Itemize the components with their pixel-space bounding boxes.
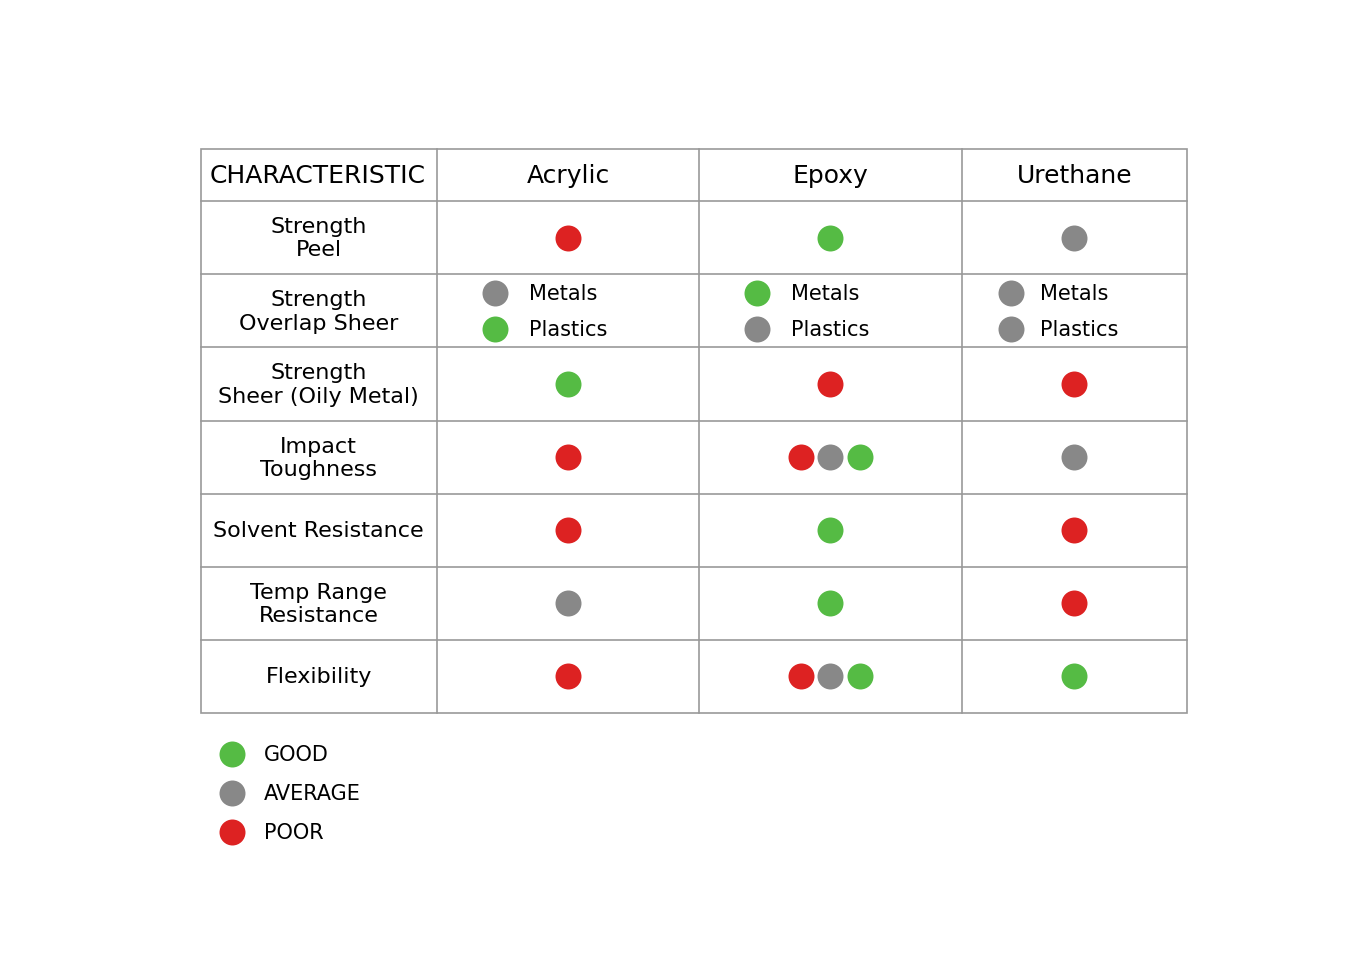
Point xyxy=(849,450,871,465)
Text: Strength
Peel: Strength Peel xyxy=(271,217,367,260)
Point xyxy=(819,377,841,392)
Point xyxy=(1063,596,1085,611)
Text: Plastics: Plastics xyxy=(791,320,869,340)
Point xyxy=(819,231,841,246)
Text: Epoxy: Epoxy xyxy=(792,164,868,188)
Point xyxy=(222,785,244,800)
Point xyxy=(1063,231,1085,246)
Point xyxy=(1063,523,1085,539)
Point xyxy=(791,450,812,465)
Point xyxy=(483,286,505,301)
Text: Plastics: Plastics xyxy=(1040,320,1118,340)
Point xyxy=(791,669,812,684)
Text: Metals: Metals xyxy=(1040,283,1109,303)
Text: Temp Range
Resistance: Temp Range Resistance xyxy=(250,582,387,625)
Text: CHARACTERISTIC: CHARACTERISTIC xyxy=(209,164,425,188)
Text: Acrylic: Acrylic xyxy=(527,164,609,188)
Point xyxy=(558,669,580,684)
Point xyxy=(746,322,768,337)
Point xyxy=(1063,450,1085,465)
Text: Metals: Metals xyxy=(791,283,860,303)
Point xyxy=(746,286,768,301)
Point xyxy=(558,596,580,611)
Text: Urethane: Urethane xyxy=(1017,164,1132,188)
Text: Plastics: Plastics xyxy=(528,320,607,340)
Text: Flexibility: Flexibility xyxy=(265,667,372,687)
Text: Impact
Toughness: Impact Toughness xyxy=(260,436,378,480)
Point xyxy=(558,523,580,539)
Text: Metals: Metals xyxy=(528,283,597,303)
Point xyxy=(1001,322,1022,337)
Point xyxy=(483,322,505,337)
Point xyxy=(1063,377,1085,392)
Text: GOOD: GOOD xyxy=(264,744,329,765)
Text: Solvent Resistance: Solvent Resistance xyxy=(214,520,424,541)
Point xyxy=(558,377,580,392)
Point xyxy=(819,596,841,611)
Bar xyxy=(200,150,1187,713)
Point xyxy=(558,231,580,246)
Point xyxy=(222,824,244,839)
Point xyxy=(222,746,244,762)
Text: Strength
Overlap Sheer: Strength Overlap Sheer xyxy=(240,290,398,333)
Point xyxy=(849,669,871,684)
Text: AVERAGE: AVERAGE xyxy=(264,783,360,803)
Point xyxy=(558,450,580,465)
Point xyxy=(1063,669,1085,684)
Point xyxy=(819,450,841,465)
Text: Strength
Sheer (Oily Metal): Strength Sheer (Oily Metal) xyxy=(218,363,420,406)
Point xyxy=(819,669,841,684)
Text: POOR: POOR xyxy=(264,822,324,842)
Point xyxy=(819,523,841,539)
Point xyxy=(1001,286,1022,301)
